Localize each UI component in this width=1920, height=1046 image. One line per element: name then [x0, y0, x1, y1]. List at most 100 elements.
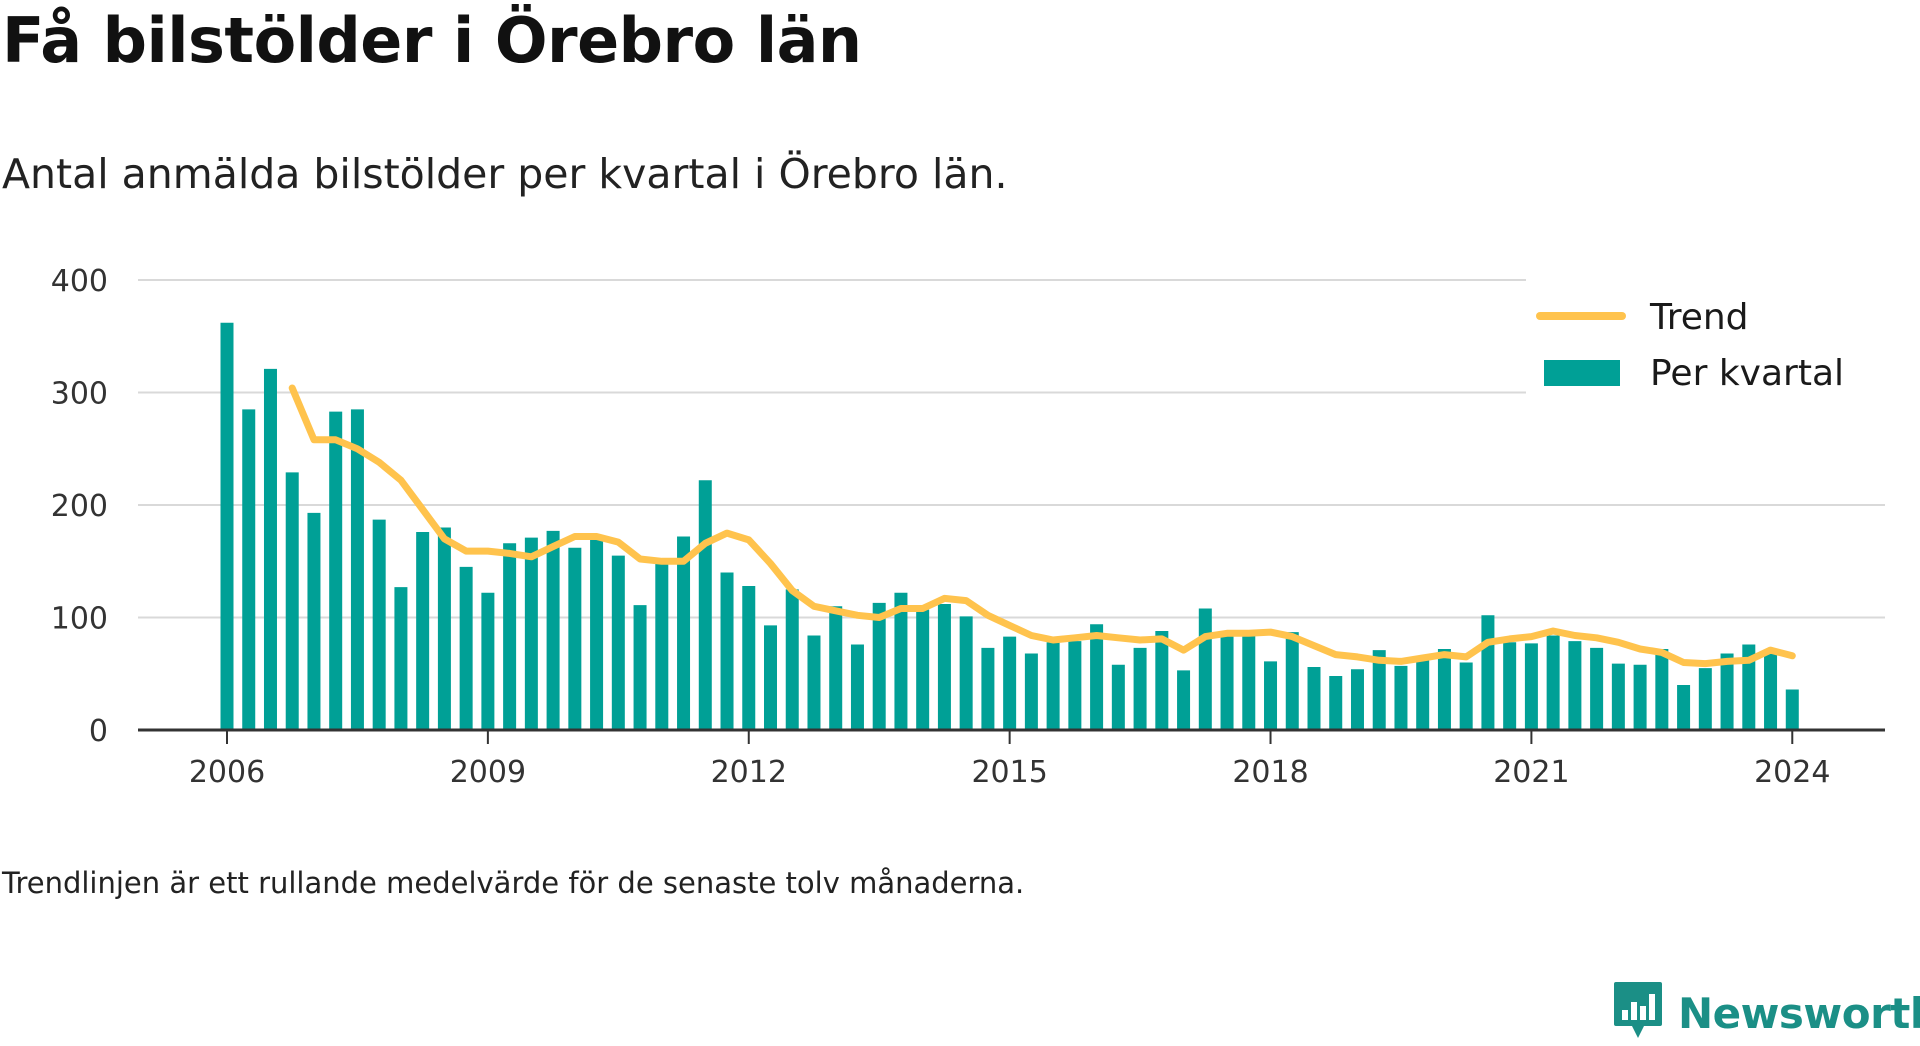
bar	[394, 587, 408, 730]
bar	[329, 411, 343, 730]
bar	[655, 559, 669, 730]
bar	[1285, 632, 1299, 730]
bar	[742, 586, 756, 730]
bar	[1264, 661, 1278, 730]
x-tick-label: 2006	[189, 755, 265, 790]
bar	[285, 472, 299, 730]
y-tick-label: 300	[51, 377, 108, 412]
bar	[894, 592, 908, 730]
bar	[937, 604, 951, 730]
bar	[1633, 664, 1647, 730]
trend-series	[288, 384, 1796, 668]
x-axis-ticks: 2006 2009 2012 2015 2018 2021 2024	[189, 730, 1830, 790]
bar	[220, 322, 234, 730]
bar	[1350, 669, 1364, 730]
bar	[1394, 665, 1408, 730]
bar	[1764, 652, 1778, 730]
bar	[1503, 642, 1517, 730]
y-tick-label: 400	[51, 264, 108, 299]
bar	[503, 543, 517, 730]
bar	[698, 480, 712, 730]
bar	[1546, 635, 1560, 730]
x-tick-label: 2021	[1493, 755, 1569, 790]
bar	[872, 602, 886, 730]
x-tick-label: 2018	[1232, 755, 1308, 790]
bar	[677, 536, 691, 730]
bar	[1372, 650, 1386, 730]
bar	[807, 635, 821, 730]
bar	[1003, 636, 1017, 730]
bar	[307, 512, 321, 730]
bar	[1742, 644, 1756, 730]
bar	[1242, 633, 1256, 730]
x-tick-label: 2009	[450, 755, 526, 790]
bar	[590, 538, 604, 730]
brand-name: Newsworthy	[1678, 988, 1920, 1038]
bar	[1785, 689, 1799, 730]
bar	[481, 592, 495, 730]
bar	[1416, 658, 1430, 730]
bar	[764, 625, 777, 730]
bar	[981, 647, 995, 730]
bar	[1611, 663, 1625, 730]
bar	[242, 409, 256, 730]
bar	[1437, 649, 1451, 730]
bar	[459, 566, 473, 730]
y-axis-ticks: 0 100 200 300 400	[51, 264, 108, 749]
bar	[1524, 643, 1538, 730]
trend-line	[288, 384, 1796, 668]
bar	[263, 368, 277, 730]
bar	[1046, 642, 1060, 730]
x-tick-label: 2012	[711, 755, 787, 790]
bar	[437, 527, 451, 730]
bar	[1177, 670, 1191, 730]
bar	[785, 589, 799, 730]
bar	[1068, 641, 1082, 730]
bar	[1590, 647, 1604, 730]
bar	[1155, 631, 1169, 730]
bar	[1720, 653, 1734, 730]
bar	[720, 572, 734, 730]
bar	[524, 537, 538, 730]
bar	[1307, 667, 1321, 730]
y-tick-label: 200	[51, 489, 108, 524]
bar	[1024, 653, 1038, 730]
bar	[633, 605, 647, 730]
x-tick-label: 2015	[971, 755, 1047, 790]
bar	[611, 555, 625, 730]
bar	[350, 409, 364, 730]
bar	[1481, 615, 1495, 730]
bar	[1198, 608, 1212, 730]
bar	[1459, 662, 1473, 730]
bar	[829, 606, 843, 730]
legend-trend-label: Trend	[1649, 297, 1749, 338]
x-tick-label: 2024	[1754, 755, 1830, 790]
y-tick-label: 100	[51, 602, 108, 637]
bar	[1220, 634, 1234, 730]
chart-title: Få bilstölder i Örebro län	[2, 4, 862, 77]
brand[interactable]: Newsworthy	[1612, 980, 1920, 1046]
bar	[416, 532, 430, 730]
bar	[1133, 647, 1147, 730]
bar	[1568, 641, 1582, 730]
bar	[1111, 664, 1125, 730]
bar	[1655, 649, 1669, 730]
bar	[1329, 676, 1343, 730]
bar	[546, 530, 560, 730]
chart-note: Trendlinjen är ett rullande medelvärde f…	[2, 866, 1025, 900]
bar	[916, 609, 930, 730]
chart-subtitle: Antal anmälda bilstölder per kvartal i Ö…	[2, 150, 1008, 198]
legend: Trend Per kvartal	[1526, 250, 1886, 400]
bar	[1677, 685, 1691, 730]
bar	[959, 616, 973, 730]
bar	[1090, 624, 1104, 730]
legend-bar-swatch	[1544, 360, 1620, 386]
bar-series	[220, 322, 1799, 730]
legend-bar-label: Per kvartal	[1650, 353, 1844, 394]
y-tick-label: 0	[89, 714, 108, 749]
bar	[850, 644, 864, 730]
bar	[1698, 668, 1712, 730]
bar	[568, 547, 582, 730]
bar	[372, 519, 386, 730]
